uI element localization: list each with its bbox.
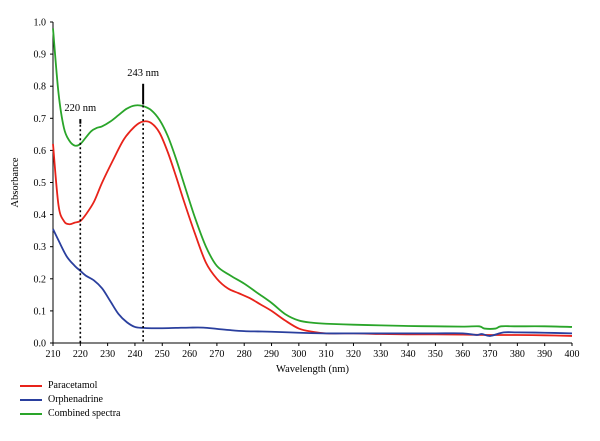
legend-item-paracetamol: Paracetamol	[20, 379, 120, 392]
y-tick-label-0.2: 0.2	[34, 274, 47, 285]
legend-label-orphenadrine: Orphenadrine	[48, 394, 103, 405]
series-line-paracetamol	[52, 120, 573, 337]
y-tick-label-0.7: 0.7	[34, 114, 47, 125]
y-tick-label-0.6: 0.6	[34, 146, 47, 157]
y-axis-label: Absorbance	[10, 157, 21, 207]
series-lines	[52, 28, 573, 337]
legend-item-orphenadrine: Orphenadrine	[20, 393, 120, 406]
x-tick-label-320: 320	[346, 349, 361, 360]
legend-swatch-orphenadrine	[20, 398, 42, 401]
legend-swatch-paracetamol	[20, 384, 42, 387]
x-tick-label-250: 250	[155, 349, 170, 360]
x-tick-label-360: 360	[455, 349, 470, 360]
x-tick-label-270: 270	[209, 349, 224, 360]
x-tick-label-240: 240	[127, 349, 142, 360]
legend-item-combined-spectra: Combined spectra	[20, 407, 120, 420]
x-tick-label-370: 370	[483, 349, 498, 360]
x-tick-label-220: 220	[73, 349, 88, 360]
y-tick-label-0.0: 0.0	[34, 339, 47, 350]
y-tick-label-0.9: 0.9	[34, 50, 47, 61]
x-tick-label-300: 300	[291, 349, 306, 360]
x-tick-label-340: 340	[401, 349, 416, 360]
x-tick-label-350: 350	[428, 349, 443, 360]
y-tick-label-1.0: 1.0	[34, 18, 47, 29]
legend-swatch-combined-spectra	[20, 412, 42, 415]
y-tick-label-0.3: 0.3	[34, 242, 47, 253]
annotation-label-243-nm: 243 nm	[127, 68, 159, 79]
series-line-combined-spectra	[52, 28, 573, 330]
x-tick-label-290: 290	[264, 349, 279, 360]
series-line-orphenadrine	[52, 228, 573, 337]
axes: 210 220 230 240 250 260 270 280 290 300 310 320 330 3…	[34, 18, 580, 361]
x-tick-label-230: 230	[100, 349, 115, 360]
x-tick-label-260: 260	[182, 349, 197, 360]
annotations: 220 nm 243 nm	[64, 68, 159, 343]
x-tick-label-380: 380	[510, 349, 525, 360]
y-tick-label-0.5: 0.5	[34, 178, 47, 189]
x-tick-label-400: 400	[565, 349, 580, 360]
x-tick-label-390: 390	[537, 349, 552, 360]
x-tick-label-310: 310	[319, 349, 334, 360]
x-axis-label: Wavelength (nm)	[276, 364, 349, 375]
annotation-label-220-nm: 220 nm	[64, 103, 96, 114]
legend-label-combined-spectra: Combined spectra	[48, 408, 121, 419]
x-tick-label-210: 210	[46, 349, 61, 360]
legend: Paracetamol Orphenadrine Combined spectr…	[20, 379, 120, 421]
y-tick-label-0.4: 0.4	[34, 210, 47, 221]
y-tick-label-0.8: 0.8	[34, 82, 47, 93]
x-tick-label-330: 330	[373, 349, 388, 360]
legend-label-paracetamol: Paracetamol	[48, 380, 98, 391]
x-tick-label-280: 280	[237, 349, 252, 360]
y-tick-label-0.1: 0.1	[34, 306, 47, 317]
